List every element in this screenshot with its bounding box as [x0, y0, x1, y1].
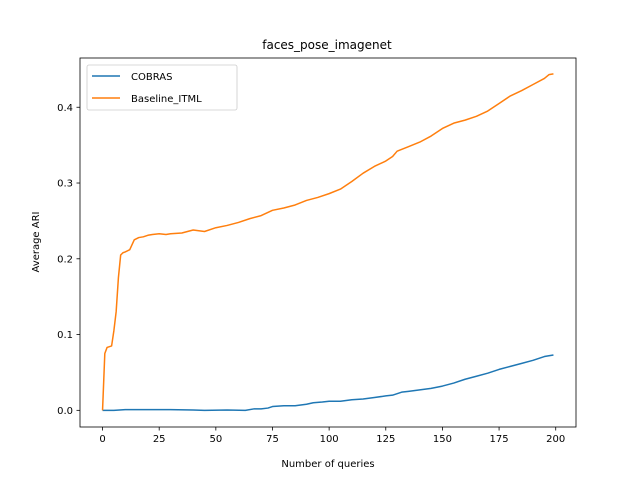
x-tick-label: 75	[266, 434, 279, 445]
x-tick-label: 125	[376, 434, 395, 445]
plot-frame	[79, 57, 577, 428]
x-tick-label: 25	[153, 434, 166, 445]
y-tick-label: 0.1	[57, 330, 73, 341]
legend-box	[86, 64, 238, 111]
plot-lines	[101, 73, 554, 412]
legend: COBRAS Baseline_ITML	[86, 64, 238, 111]
x-tick-label: 100	[320, 434, 339, 445]
y-axis-ticks: 0.0 0.1 0.2 0.3 0.4	[57, 103, 80, 417]
x-tick-label: 50	[209, 434, 222, 445]
legend-label-cobras: COBRAS	[131, 72, 172, 83]
y-tick-label: 0.4	[57, 103, 73, 114]
x-tick-label: 200	[546, 434, 565, 445]
x-tick-label: 175	[490, 434, 509, 445]
y-axis-label: Average ARI	[31, 212, 42, 273]
y-tick-label: 0.0	[57, 406, 73, 417]
series-line-cobras	[102, 354, 554, 412]
series-line-baseline-itml	[101, 73, 554, 411]
x-axis-label: Number of queries	[281, 459, 374, 470]
x-tick-label: 0	[99, 434, 105, 445]
chart-title: faces_pose_imagenet	[262, 38, 392, 52]
x-tick-label: 150	[433, 434, 452, 445]
y-tick-label: 0.2	[57, 254, 73, 265]
legend-label-baseline-itml: Baseline_ITML	[131, 94, 202, 105]
y-tick-label: 0.3	[57, 179, 73, 190]
x-axis-ticks: 0 25 50 75 100 125 150 175 200	[99, 427, 565, 445]
